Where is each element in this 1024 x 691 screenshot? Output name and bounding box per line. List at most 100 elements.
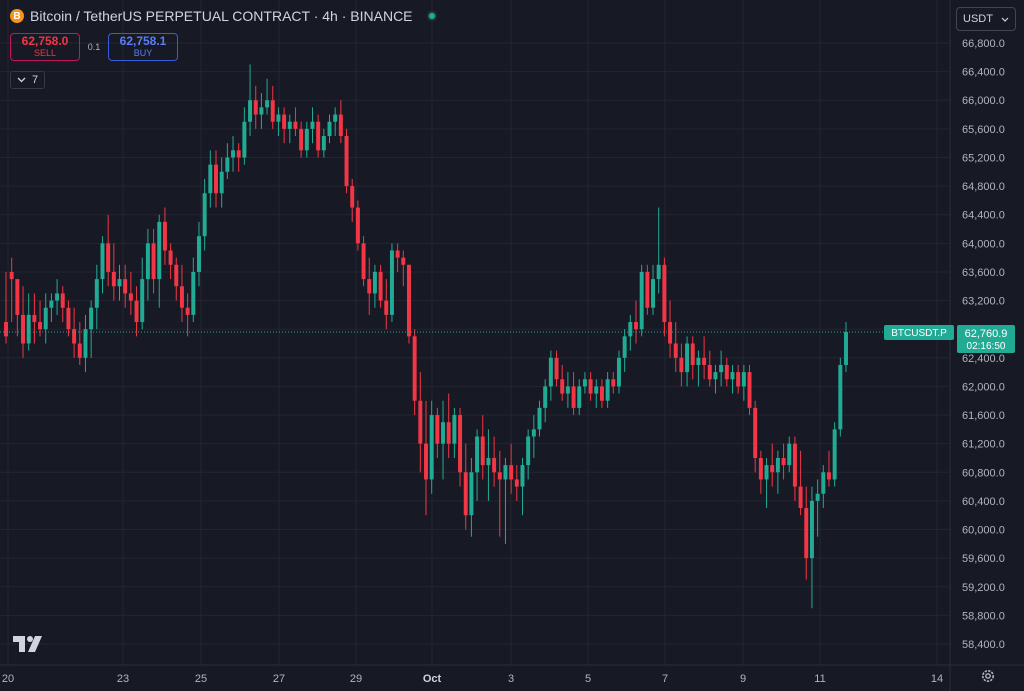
sell-button[interactable]: 62,758.0 SELL: [10, 33, 80, 61]
candle: [49, 293, 54, 323]
candle-body: [248, 100, 253, 122]
candle: [83, 314, 88, 373]
price-tick-label: 59,600.0: [962, 553, 1005, 565]
candle-body: [395, 250, 400, 258]
candle-body: [645, 271, 650, 308]
gear-icon[interactable]: [980, 668, 996, 684]
buy-button[interactable]: 62,758.1 BUY: [108, 33, 178, 61]
candle-body: [242, 121, 247, 158]
candles: [4, 64, 848, 609]
candle: [265, 78, 270, 115]
candle-body: [753, 407, 758, 458]
candle: [225, 143, 230, 179]
market-status-icon[interactable]: [426, 11, 437, 21]
candle: [486, 429, 491, 501]
candle: [446, 393, 451, 458]
candle-body: [157, 221, 162, 280]
candle: [395, 243, 400, 272]
candle: [21, 286, 26, 358]
candle-body: [792, 443, 797, 487]
candle-body: [838, 364, 843, 430]
candle-body: [333, 114, 338, 122]
candle-body: [844, 331, 848, 365]
candle-body: [804, 508, 809, 559]
candle-body: [219, 171, 224, 194]
candle: [9, 257, 14, 323]
time-axis[interactable]: 20 23 25 27 29 Oct 3 5 7 9 11 14: [2, 673, 943, 685]
indicators-toggle[interactable]: 7: [10, 71, 46, 89]
candle: [787, 436, 792, 473]
candle-body: [123, 279, 128, 294]
candle-body: [401, 257, 406, 265]
candle: [401, 250, 406, 287]
candle: [435, 407, 440, 458]
candle-body: [798, 486, 803, 509]
symbol-title[interactable]: Bitcoin / TetherUS PERPETUAL CONTRACT · …: [30, 8, 413, 24]
candle: [32, 293, 37, 344]
candle-body: [764, 465, 769, 480]
symbol-label: BTCUSDT.P: [891, 328, 947, 339]
candle: [526, 429, 531, 480]
candle-body: [679, 357, 684, 373]
price-tick-label: 60,400.0: [962, 496, 1005, 508]
candle-body: [526, 436, 531, 466]
spread-value: 0.1: [87, 42, 101, 52]
candle-body: [208, 164, 213, 194]
candle-body: [412, 336, 417, 401]
candle-body: [435, 415, 440, 444]
candle-body: [458, 415, 463, 473]
candle-body: [497, 472, 502, 480]
price-tick-label: 60,800.0: [962, 467, 1005, 479]
indicators-count: 7: [32, 74, 39, 86]
candle-body: [21, 314, 26, 344]
candle-body: [202, 193, 207, 237]
price-tick-label: 61,600.0: [962, 410, 1005, 422]
candle-body: [77, 343, 82, 358]
candle-body: [770, 465, 775, 473]
chevron-down-icon: [17, 77, 26, 83]
current-price-label: 62,760.9 02:16:50: [957, 325, 1015, 353]
candle: [775, 450, 780, 494]
candle: [299, 121, 304, 158]
candle-body: [9, 271, 14, 280]
candle-body: [463, 472, 468, 516]
candle: [577, 379, 582, 416]
candle-body: [55, 293, 60, 301]
candle: [134, 286, 139, 337]
time-tick-label: 25: [195, 673, 207, 685]
candle-body: [214, 164, 218, 194]
candle-body: [100, 243, 105, 280]
currency-select[interactable]: USDT: [956, 7, 1016, 31]
candle: [321, 128, 326, 158]
candle: [196, 221, 201, 287]
candle-body: [384, 300, 389, 315]
candle: [316, 114, 321, 158]
candle-body: [429, 415, 434, 480]
tradingview-logo[interactable]: [13, 636, 43, 652]
candle: [753, 400, 758, 473]
candle: [168, 243, 173, 280]
candle: [202, 178, 207, 251]
candle-body: [253, 100, 258, 115]
price-axis[interactable]: 66,800.0 66,400.0 66,000.0 65,600.0 65,200.0…: [962, 38, 1005, 651]
candle-body: [634, 322, 638, 330]
candle: [781, 443, 786, 480]
price-tick-label: 65,200.0: [962, 152, 1005, 164]
candle: [26, 293, 31, 351]
candle: [94, 264, 99, 330]
candle: [554, 350, 559, 387]
trade-buttons: 62,758.0 SELL 0.1 62,758.1 BUY: [10, 33, 178, 61]
candle: [719, 350, 724, 387]
candle-body: [685, 343, 690, 373]
candle: [645, 264, 650, 315]
candle: [253, 85, 258, 129]
time-tick-label: 14: [931, 673, 943, 685]
candle: [560, 364, 565, 401]
candle: [588, 372, 593, 401]
candle: [804, 486, 809, 580]
symbol-price-label: BTCUSDT.P: [884, 325, 954, 340]
candle-body: [117, 279, 122, 287]
candle: [838, 357, 843, 437]
